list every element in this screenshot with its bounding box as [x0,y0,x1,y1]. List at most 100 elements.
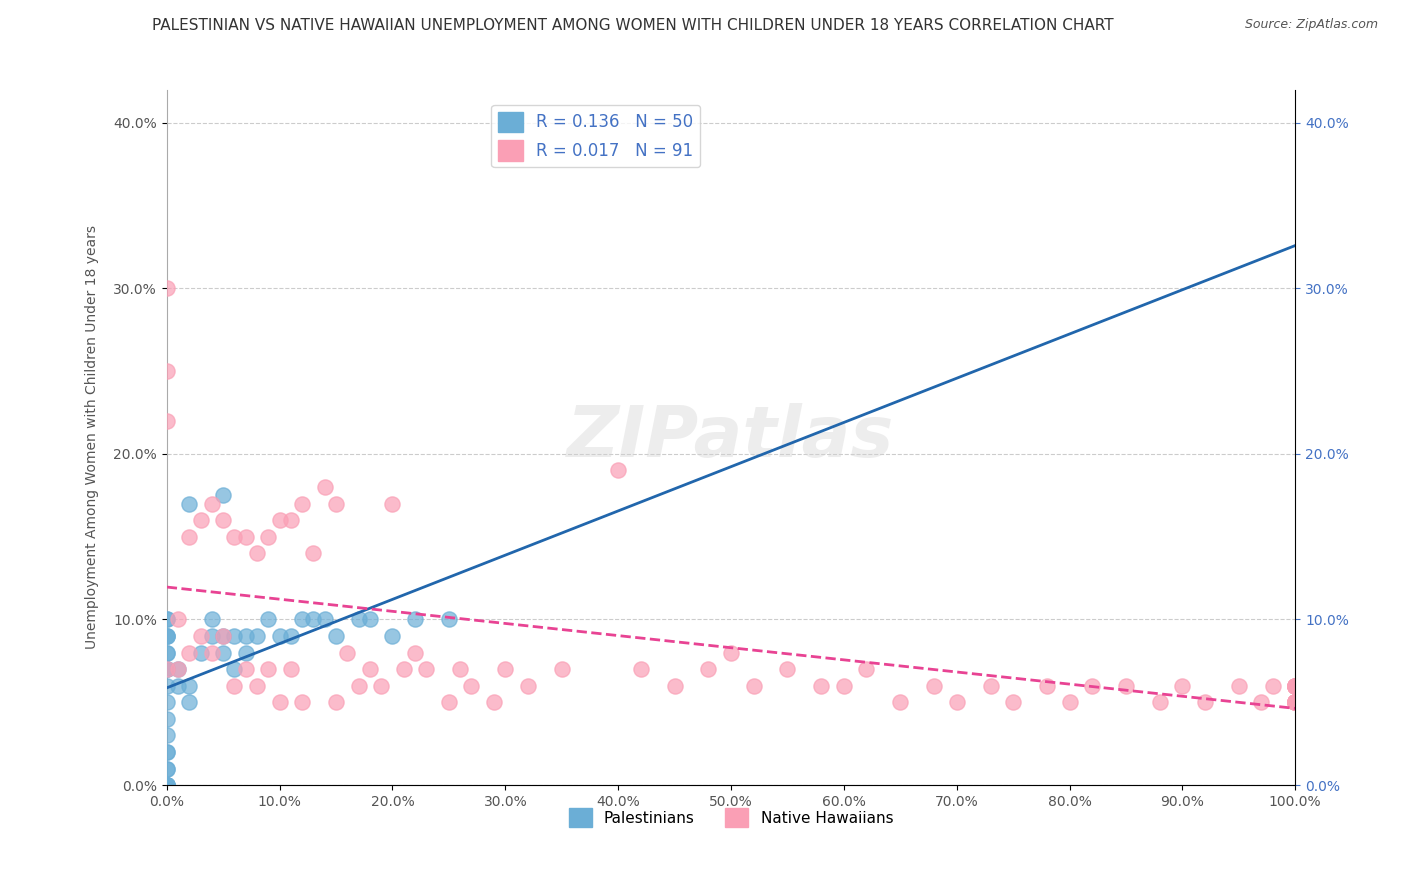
Point [460,679,482,693]
Point [201,613,224,627]
Point [280,513,302,527]
Point [224,662,246,676]
Point [156,778,179,792]
Point [257,530,280,544]
Point [167,662,190,676]
Point [1036,679,1059,693]
Legend: Palestinians, Native Hawaiians: Palestinians, Native Hawaiians [562,802,900,833]
Point [156,745,179,759]
Point [664,679,686,693]
Point [167,662,190,676]
Point [156,613,179,627]
Point [697,662,720,676]
Point [201,497,224,511]
Text: ZIPatlas: ZIPatlas [567,403,894,472]
Point [212,629,235,643]
Point [156,629,179,643]
Point [212,629,235,643]
Point [156,281,179,295]
Point [179,695,201,709]
Point [156,629,179,643]
Point [257,662,280,676]
Point [212,513,235,527]
Point [347,679,370,693]
Point [1284,695,1306,709]
Text: PALESTINIAN VS NATIVE HAWAIIAN UNEMPLOYMENT AMONG WOMEN WITH CHILDREN UNDER 18 Y: PALESTINIAN VS NATIVE HAWAIIAN UNEMPLOYM… [152,18,1114,33]
Point [516,679,538,693]
Point [235,629,257,643]
Point [1227,679,1250,693]
Point [381,497,404,511]
Point [776,662,799,676]
Point [1284,679,1306,693]
Point [889,695,911,709]
Point [269,629,291,643]
Point [156,712,179,726]
Point [1284,695,1306,709]
Point [156,778,179,792]
Point [314,480,336,494]
Point [201,629,224,643]
Point [1284,695,1306,709]
Point [1149,695,1171,709]
Point [1171,679,1194,693]
Point [156,778,179,792]
Point [1284,679,1306,693]
Point [980,679,1002,693]
Point [201,646,224,660]
Point [291,695,314,709]
Point [257,613,280,627]
Point [235,646,257,660]
Point [832,679,855,693]
Point [156,613,179,627]
Point [1284,679,1306,693]
Point [302,613,325,627]
Point [1002,695,1025,709]
Text: Source: ZipAtlas.com: Source: ZipAtlas.com [1244,18,1378,31]
Point [325,629,347,643]
Point [156,762,179,776]
Point [325,695,347,709]
Point [1081,679,1104,693]
Point [179,497,201,511]
Point [347,613,370,627]
Point [1284,695,1306,709]
Point [190,646,212,660]
Point [945,695,967,709]
Point [246,679,269,693]
Point [224,629,246,643]
Point [156,646,179,660]
Point [494,662,516,676]
Point [810,679,832,693]
Point [1284,695,1306,709]
Point [212,488,235,502]
Point [291,613,314,627]
Point [235,662,257,676]
Point [156,662,179,676]
Point [336,646,359,660]
Point [190,629,212,643]
Point [437,695,460,709]
Point [359,613,381,627]
Point [291,497,314,511]
Point [922,679,945,693]
Point [359,662,381,676]
Point [167,613,190,627]
Point [224,679,246,693]
Point [179,530,201,544]
Point [607,463,630,477]
Point [235,530,257,544]
Point [190,513,212,527]
Point [280,662,302,676]
Point [269,695,291,709]
Point [630,662,652,676]
Point [404,646,426,660]
Point [179,679,201,693]
Point [1250,695,1272,709]
Point [269,513,291,527]
Point [1284,679,1306,693]
Point [392,662,415,676]
Point [482,695,505,709]
Point [156,778,179,792]
Point [1194,695,1216,709]
